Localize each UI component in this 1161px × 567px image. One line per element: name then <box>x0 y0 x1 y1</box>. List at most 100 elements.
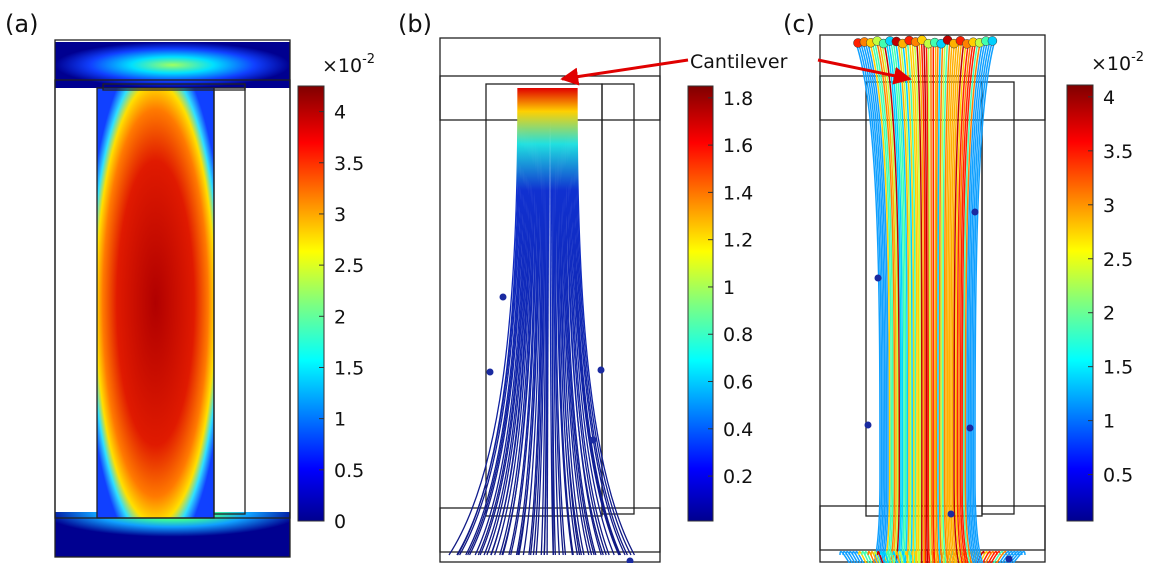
particle <box>987 36 998 46</box>
colorbar-tick-label: 1 <box>334 409 346 431</box>
colorbar-tick-label: 1.6 <box>723 135 753 157</box>
colorbar-tick-label: 1.4 <box>723 182 753 204</box>
panel-b-image <box>439 37 661 565</box>
streamline <box>535 87 546 556</box>
streamline <box>501 87 536 556</box>
streamline <box>467 87 524 556</box>
colorbar-tick-label: 0.8 <box>723 324 753 346</box>
particle <box>874 274 882 282</box>
multiplier: ×10 <box>322 55 362 77</box>
multiplier: ×10 <box>1091 53 1131 75</box>
streamline <box>499 87 534 556</box>
colorbar-tick-label: 1.5 <box>334 357 364 379</box>
colorbar-tick-label: 0.2 <box>723 466 753 488</box>
colorbar-tick-label: 4 <box>334 102 346 124</box>
annotation-arrow <box>560 58 689 86</box>
colorbar-tick-label: 2 <box>1103 303 1115 325</box>
streamline <box>559 87 581 556</box>
streamline <box>575 87 632 556</box>
streamline <box>510 87 538 556</box>
particle <box>971 208 979 216</box>
streamline <box>479 87 528 556</box>
panel-label: (c) <box>783 10 815 38</box>
streamline <box>474 87 526 556</box>
streamline <box>554 87 567 556</box>
streamline <box>562 87 593 556</box>
colorbar-tick-label: 2.5 <box>334 255 364 277</box>
streamline <box>566 87 602 556</box>
streamline <box>448 87 519 556</box>
panel-a-image <box>54 39 291 558</box>
colorbar-tick-label: 1.2 <box>723 230 753 252</box>
annotation-arrow <box>817 58 912 85</box>
colorbar-tick-label: 2 <box>334 306 346 328</box>
streamline <box>555 87 574 556</box>
streamline <box>486 87 530 556</box>
annotation: Cantilever <box>690 51 788 73</box>
exponent: -2 <box>362 52 375 67</box>
streamline <box>556 87 574 556</box>
colorbar-tick-label: 0.4 <box>723 419 753 441</box>
colorbar-tick-label: 0 <box>334 511 346 533</box>
panel-c-image <box>819 34 1046 567</box>
colorbar-tick-label: 2.5 <box>1103 249 1133 271</box>
streamline <box>570 87 620 556</box>
colorbar-tick-label: 1 <box>1103 411 1115 433</box>
streamline <box>574 87 628 556</box>
streamline <box>573 87 626 556</box>
streamline <box>522 87 542 556</box>
streamline <box>528 87 543 556</box>
colorbar-multiplier: ×10-2 <box>1091 50 1144 75</box>
panel-label: (b) <box>398 10 432 38</box>
streamline <box>494 87 533 556</box>
streamline <box>483 87 529 556</box>
streamline <box>572 87 622 556</box>
streamline <box>459 87 522 556</box>
streamline <box>568 87 610 556</box>
streamline <box>456 87 521 556</box>
streamline <box>564 87 597 556</box>
colorbar-tick-label: 3 <box>1103 195 1115 217</box>
particle <box>1005 555 1013 563</box>
streamline <box>551 87 556 556</box>
streamline <box>569 87 615 556</box>
streamline <box>517 87 541 556</box>
streamline <box>468 87 525 556</box>
colorbar <box>687 85 714 522</box>
streamline <box>560 87 585 556</box>
streamline <box>971 39 1020 567</box>
particle <box>947 510 955 518</box>
streamline <box>576 87 636 556</box>
particle <box>966 424 974 432</box>
colorbar <box>297 85 325 522</box>
streamline <box>563 87 595 556</box>
streamline <box>557 87 579 556</box>
streamline <box>515 87 539 556</box>
colorbar-tick-label: 0.5 <box>334 460 364 482</box>
streamline <box>567 87 607 556</box>
streamline <box>490 87 532 556</box>
panel-label: (a) <box>5 10 38 38</box>
streamline <box>477 87 527 556</box>
streamline <box>969 39 1017 567</box>
colorbar-tick-label: 3 <box>334 204 346 226</box>
colorbar-tick-label: 3.5 <box>1103 141 1133 163</box>
streamline <box>532 87 545 556</box>
colorbar-tick-label: 0.5 <box>1103 465 1133 487</box>
colorbar-tick-label: 1.8 <box>723 88 753 110</box>
streamline <box>561 87 590 556</box>
streamline <box>552 87 560 556</box>
particle <box>589 436 597 444</box>
streamline <box>571 87 621 556</box>
streamline <box>553 87 564 556</box>
streamline <box>529 87 544 556</box>
streamline <box>549 87 554 556</box>
colorbar-tick-label: 3.5 <box>334 153 364 175</box>
particle <box>499 293 507 301</box>
colorbar-tick-label: 1.5 <box>1103 357 1133 379</box>
colorbar-tick-label: 0.6 <box>723 372 753 394</box>
particle <box>864 421 872 429</box>
particle <box>486 368 494 376</box>
streamline <box>465 87 523 556</box>
